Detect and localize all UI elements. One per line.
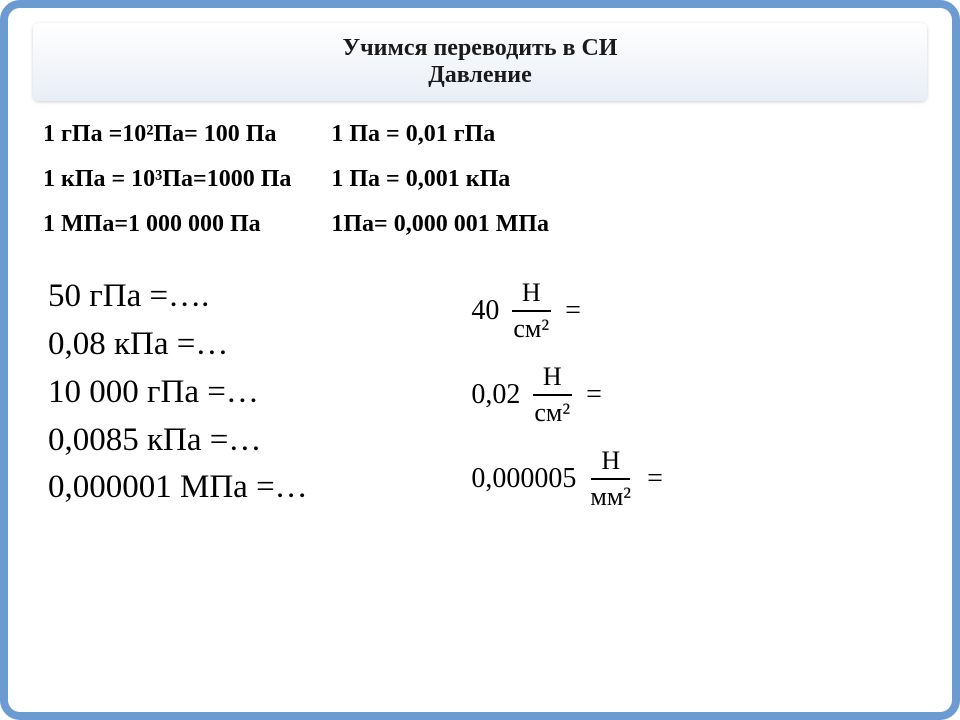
fraction: Н мм² (584, 446, 637, 512)
exercise-line: 0,000001 МПа =… (48, 464, 471, 512)
equals: = (586, 379, 602, 411)
conversion-panels: 1 гПа =10²Па= 100 Па 1 кПа = 10³Па=1000 … (33, 121, 927, 238)
exercises-area: 50 гПа =…. 0,08 кПа =… 10 000 гПа =… 0,0… (33, 273, 927, 530)
numerator: Н (533, 362, 572, 396)
panel-left-row: 1 МПа=1 000 000 Па (43, 211, 291, 238)
fraction-exercise: 0,02 Н см² = (471, 362, 912, 428)
panel-right-row: 1Па= 0,000 001 МПа (331, 211, 549, 238)
panel-left-row: 1 гПа =10²Па= 100 Па (43, 121, 291, 148)
coefficient: 0,000005 (471, 463, 576, 495)
equals: = (647, 463, 663, 495)
title-line-1: Учимся переводить в СИ (33, 35, 927, 62)
panel-left-row: 1 кПа = 10³Па=1000 Па (43, 166, 291, 193)
panel-right-row: 1 Па = 0,001 кПа (331, 166, 549, 193)
denominator: мм² (584, 480, 637, 512)
numerator: Н (512, 278, 551, 312)
coefficient: 40 (471, 295, 499, 327)
exercise-line: 0,08 кПа =… (48, 321, 471, 369)
equals: = (565, 295, 581, 327)
denominator: см² (507, 312, 555, 344)
panel-left: 1 гПа =10²Па= 100 Па 1 кПа = 10³Па=1000 … (43, 121, 291, 238)
slide-frame: Учимся переводить в СИ Давление 1 гПа =1… (0, 0, 960, 720)
title-bar: Учимся переводить в СИ Давление (33, 23, 927, 101)
fraction: Н см² (528, 362, 576, 428)
numerator: Н (591, 446, 630, 480)
coefficient: 0,02 (471, 379, 520, 411)
denominator: см² (528, 396, 576, 428)
fraction-exercise: 40 Н см² = (471, 278, 912, 344)
panel-right-row: 1 Па = 0,01 гПа (331, 121, 549, 148)
title-line-2: Давление (33, 62, 927, 89)
exercises-left: 50 гПа =…. 0,08 кПа =… 10 000 гПа =… 0,0… (48, 273, 471, 530)
exercise-line: 50 гПа =…. (48, 273, 471, 321)
exercises-right: 40 Н см² = 0,02 Н см² = 0,000005 Н (471, 273, 912, 530)
panel-right: 1 Па = 0,01 гПа 1 Па = 0,001 кПа 1Па= 0,… (331, 121, 549, 238)
exercise-line: 10 000 гПа =… (48, 369, 471, 417)
fraction-exercise: 0,000005 Н мм² = (471, 446, 912, 512)
fraction: Н см² (507, 278, 555, 344)
exercise-line: 0,0085 кПа =… (48, 417, 471, 465)
